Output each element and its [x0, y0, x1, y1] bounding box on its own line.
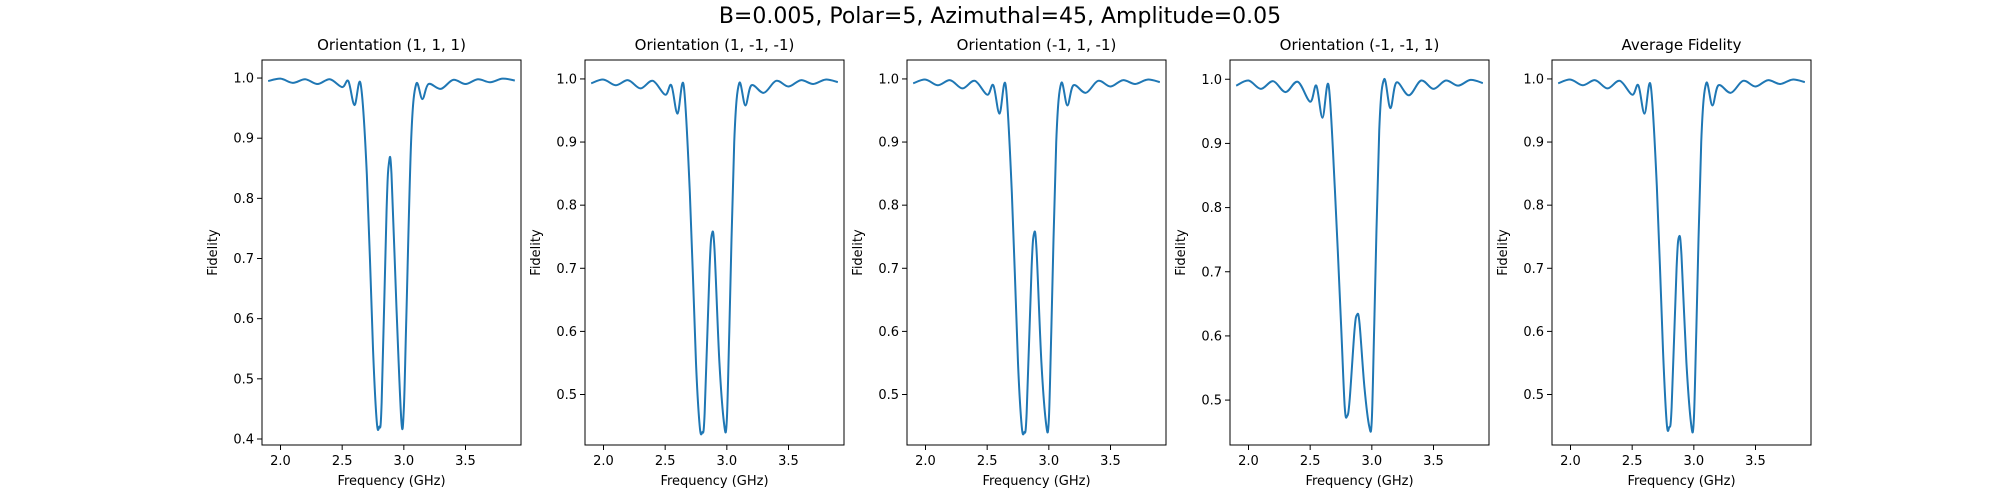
- plot-frame: [261, 59, 522, 446]
- x-tick-label: 3.0: [393, 454, 414, 469]
- x-tick-label: 3.5: [1100, 454, 1121, 469]
- x-tick-label: 3.5: [455, 454, 476, 469]
- y-tick-label: 0.7: [1201, 265, 1222, 280]
- x-tick-label: 2.5: [655, 454, 676, 469]
- plot-frame: [1229, 59, 1490, 446]
- y-tick-label: 0.6: [556, 325, 577, 340]
- x-tick-label: 2.5: [977, 454, 998, 469]
- subplot-title: Orientation (-1, 1, -1): [957, 36, 1117, 54]
- y-tick-label: 0.4: [233, 432, 254, 447]
- subplot-3: Orientation (-1, 1, -1) 2.0 2.5 3.0 3.5 0.5 0.…: [851, 36, 1167, 489]
- subplot-1: Orientation (1, 1, 1) 2.0 2.5 3.0 3.5 0.4 0.5 0…: [206, 36, 522, 489]
- x-tick-label: 2.0: [915, 454, 936, 469]
- y-axis-label: Fidelity: [1174, 229, 1189, 276]
- y-tick-label: 0.7: [233, 252, 254, 267]
- x-tick-label: 3.5: [778, 454, 799, 469]
- y-tick-label: 1.0: [556, 72, 577, 87]
- y-tick-label: 0.6: [878, 325, 899, 340]
- y-tick-label: 0.9: [556, 136, 577, 151]
- y-tick-label: 0.8: [556, 199, 577, 214]
- series-line-1: [1235, 78, 1484, 433]
- figure-suptitle: B=0.005, Polar=5, Azimuthal=45, Amplitud…: [718, 4, 1282, 29]
- y-tick-label: 0.5: [233, 372, 254, 387]
- x-tick-label: 2.0: [1238, 454, 1259, 469]
- series-line-1: [912, 78, 1161, 436]
- x-tick-label: 3.0: [1683, 454, 1704, 469]
- series-line-1: [590, 78, 839, 436]
- y-tick-label: 0.7: [1523, 262, 1544, 277]
- subplot-4: Orientation (-1, -1, 1) 2.0 2.5 3.0 3.5 0.5 0.…: [1174, 36, 1490, 489]
- x-tick-label: 2.5: [1300, 454, 1321, 469]
- y-tick-label: 0.8: [878, 199, 899, 214]
- x-axis-label: Frequency (GHz): [660, 474, 768, 489]
- y-axis-label: Fidelity: [851, 229, 866, 276]
- x-tick-label: 2.0: [593, 454, 614, 469]
- y-tick-label: 0.6: [233, 312, 254, 327]
- y-tick-label: 1.0: [1523, 72, 1544, 87]
- x-tick-label: 3.5: [1423, 454, 1444, 469]
- y-axis-label: Fidelity: [529, 229, 544, 276]
- x-axis-label: Frequency (GHz): [1305, 474, 1413, 489]
- y-axis-label: Fidelity: [1496, 229, 1511, 276]
- y-tick-label: 0.7: [878, 262, 899, 277]
- series-line-1: [267, 77, 516, 431]
- y-tick-label: 0.8: [1523, 199, 1544, 214]
- y-tick-label: 0.9: [878, 136, 899, 151]
- y-tick-label: 1.0: [1201, 73, 1222, 88]
- y-tick-label: 1.0: [233, 72, 254, 87]
- plot-frame: [584, 59, 845, 446]
- series-line-1: [1557, 78, 1806, 434]
- y-tick-label: 0.5: [1523, 388, 1544, 403]
- x-tick-label: 2.0: [270, 454, 291, 469]
- y-tick-label: 0.8: [233, 192, 254, 207]
- y-tick-label: 0.6: [1523, 325, 1544, 340]
- y-tick-label: 0.5: [1201, 394, 1222, 409]
- y-tick-label: 0.5: [878, 388, 899, 403]
- x-axis-label: Frequency (GHz): [337, 474, 445, 489]
- x-axis-label: Frequency (GHz): [1627, 474, 1735, 489]
- y-tick-label: 0.8: [1201, 201, 1222, 216]
- y-axis-label: Fidelity: [206, 229, 221, 276]
- plot-frame: [906, 59, 1167, 446]
- subplot-2: Orientation (1, -1, -1) 2.0 2.5 3.0 3.5 0.5 0.…: [529, 36, 845, 489]
- subplot-5: Average Fidelity 2.0 2.5 3.0 3.5 0.5 0.6 0.7 0.8…: [1496, 36, 1812, 489]
- y-tick-label: 1.0: [878, 72, 899, 87]
- x-tick-label: 2.5: [1622, 454, 1643, 469]
- y-tick-label: 0.9: [1201, 137, 1222, 152]
- subplot-title: Orientation (-1, -1, 1): [1280, 36, 1440, 54]
- x-tick-label: 3.5: [1745, 454, 1766, 469]
- subplot-title: Orientation (1, 1, 1): [317, 36, 466, 54]
- x-tick-label: 3.0: [1361, 454, 1382, 469]
- x-tick-label: 3.0: [716, 454, 737, 469]
- subplot-title: Orientation (1, -1, -1): [635, 36, 795, 54]
- y-tick-label: 0.7: [556, 262, 577, 277]
- x-tick-label: 3.0: [1038, 454, 1059, 469]
- y-tick-label: 0.9: [1523, 136, 1544, 151]
- y-tick-label: 0.5: [556, 388, 577, 403]
- y-tick-label: 0.9: [233, 132, 254, 147]
- x-tick-label: 2.0: [1560, 454, 1581, 469]
- subplot-title: Average Fidelity: [1622, 36, 1742, 54]
- x-tick-label: 2.5: [332, 454, 353, 469]
- y-tick-label: 0.6: [1201, 329, 1222, 344]
- x-axis-label: Frequency (GHz): [982, 474, 1090, 489]
- plot-frame: [1551, 59, 1812, 446]
